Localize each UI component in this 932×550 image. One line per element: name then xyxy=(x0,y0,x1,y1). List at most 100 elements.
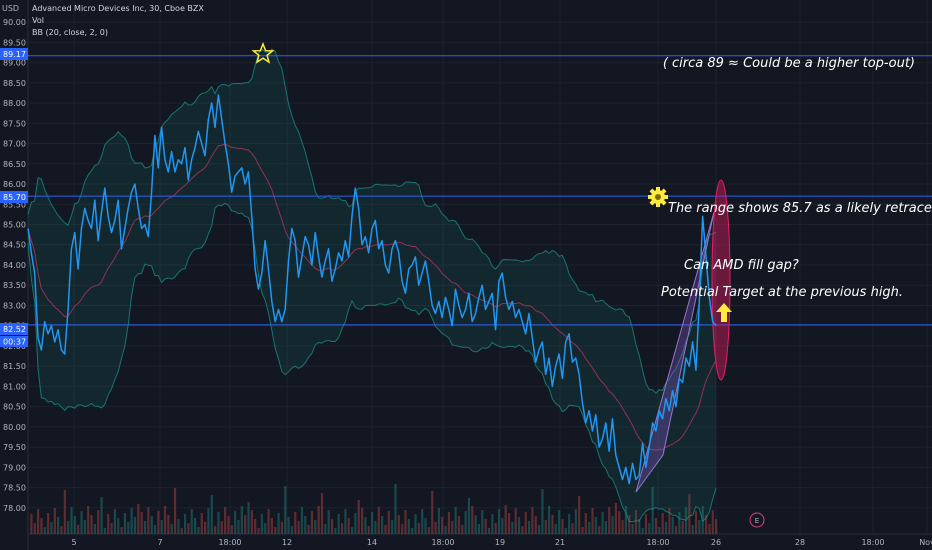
volume-bar xyxy=(524,512,527,534)
bollinger-upper xyxy=(27,48,717,394)
badge-level-range: 85.70 xyxy=(0,191,28,203)
volume-bar xyxy=(511,522,514,534)
volume-bar xyxy=(494,523,497,534)
volume-bar xyxy=(150,516,153,534)
volume-bar xyxy=(214,526,217,534)
volume-bar xyxy=(477,524,481,534)
volume-bar xyxy=(534,516,537,534)
volume-bar xyxy=(317,506,320,534)
volume-bar xyxy=(551,515,554,534)
volume-bar xyxy=(514,508,517,534)
volume-bar xyxy=(83,520,86,534)
volume-bar xyxy=(628,515,631,534)
volume-bar xyxy=(327,510,330,534)
volume-bar xyxy=(504,505,507,534)
x-tick-label: Nov xyxy=(919,538,932,547)
volume-bar xyxy=(457,516,461,534)
bollinger-bands xyxy=(27,48,717,523)
volume-bar xyxy=(147,507,150,534)
volume-bar xyxy=(87,506,90,534)
earnings-marker[interactable]: E xyxy=(749,512,765,528)
volume-bar xyxy=(444,526,447,534)
volume-label[interactable]: Vol xyxy=(32,16,44,25)
volume-bar xyxy=(548,506,551,534)
badge-level-low-text: 82.52 xyxy=(3,325,26,334)
volume-bar xyxy=(183,514,187,534)
target-ellipse[interactable] xyxy=(711,179,731,381)
volume-bar xyxy=(180,528,183,534)
volume-bar xyxy=(187,523,190,534)
y-tick-label: 88.00 xyxy=(3,99,26,108)
volume-bar xyxy=(93,524,96,534)
y-tick-label: 80.50 xyxy=(3,403,26,412)
volume-bar xyxy=(103,528,107,534)
volume-bar xyxy=(287,517,290,534)
y-tick-label: 84.00 xyxy=(3,261,26,270)
volume-bar xyxy=(357,500,360,534)
volume-bar xyxy=(414,514,417,534)
volume-bar xyxy=(90,515,93,534)
volume-bar xyxy=(130,508,133,534)
volume-bar xyxy=(237,520,240,534)
volume-bar xyxy=(280,522,284,534)
volume-bar xyxy=(123,513,127,534)
volume-bar xyxy=(170,524,173,534)
volume-bar xyxy=(224,507,227,534)
volume-bar xyxy=(340,523,344,534)
volume-bar xyxy=(691,525,694,534)
volume-bar xyxy=(664,522,668,534)
volume-bar xyxy=(431,491,434,534)
earnings-marker-label: E xyxy=(755,517,759,525)
star-icon[interactable] xyxy=(251,41,275,64)
volume-bar xyxy=(618,511,621,534)
volume-bar xyxy=(568,514,571,534)
volume-bar xyxy=(464,511,467,534)
volume-bar xyxy=(60,526,63,534)
y-tick-label: 87.00 xyxy=(3,140,26,149)
volume-bar xyxy=(427,527,430,534)
gear-icon[interactable] xyxy=(648,187,668,207)
volume-bar xyxy=(117,518,120,534)
volume-bar xyxy=(654,518,658,534)
volume-bar xyxy=(671,517,674,534)
volume-bar xyxy=(107,514,110,534)
volume-bar xyxy=(501,518,504,534)
volume-bar xyxy=(571,523,574,534)
price-line[interactable] xyxy=(27,94,717,485)
grid-lines xyxy=(28,0,932,534)
volume-bar xyxy=(591,508,594,534)
volume-bar xyxy=(391,520,394,534)
horizontal-levels xyxy=(28,55,932,326)
x-tick-label: 18:00 xyxy=(431,538,454,547)
chart-title[interactable]: Advanced Micro Devices Inc, 30, Cboe BZX xyxy=(32,4,204,13)
volume-bar xyxy=(474,515,477,534)
y-tick-label: 89.00 xyxy=(3,59,26,68)
triangle-drawing[interactable] xyxy=(635,211,715,493)
volume-bar xyxy=(641,528,644,534)
volume-bar xyxy=(608,507,611,534)
volume-bar xyxy=(200,513,203,534)
volume-bar xyxy=(70,507,73,534)
volume-bar xyxy=(517,517,521,534)
volume-bar xyxy=(254,519,257,534)
volume-bar xyxy=(424,518,427,534)
y-tick-label: 81.00 xyxy=(3,382,26,391)
volume-bar xyxy=(284,486,287,534)
volume-bar xyxy=(497,509,501,534)
volume-bar xyxy=(708,524,711,534)
volume-bar xyxy=(274,527,277,534)
bollinger-label[interactable]: BB (20, close, 2, 0) xyxy=(32,28,108,37)
volume-bar xyxy=(297,521,300,534)
volume-bar xyxy=(561,519,564,534)
x-axis: 5 7 18:00 12 14 18:00 19 21 18:00 26 28 18:00 Nov xyxy=(71,538,932,547)
volume-bar xyxy=(481,510,484,534)
x-tick-label: 18:00 xyxy=(861,538,884,547)
volume-bar xyxy=(177,519,180,534)
gap-question: Can AMD fill gap? xyxy=(684,258,799,273)
volume-bar xyxy=(614,503,618,534)
volume-bar xyxy=(300,507,304,534)
volume-bar xyxy=(601,512,604,534)
up-arrow-icon[interactable] xyxy=(716,303,732,322)
